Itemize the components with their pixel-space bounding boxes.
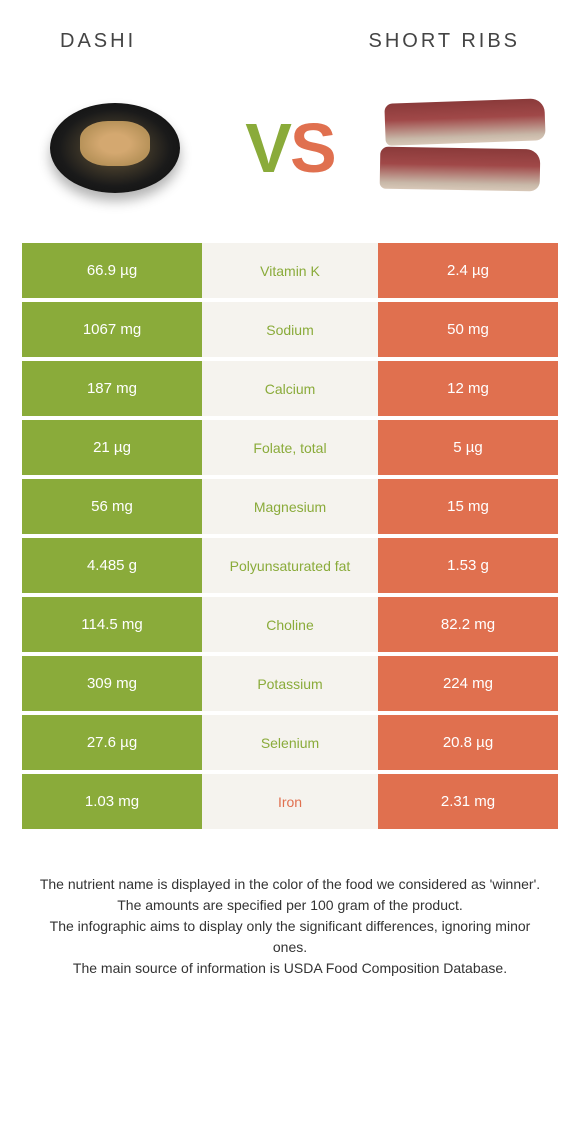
vs-s-letter: S: [290, 108, 335, 188]
left-value-cell: 56 mg: [22, 479, 202, 534]
nutrient-label-cell: Sodium: [202, 302, 378, 357]
comparison-images-row: VS: [0, 63, 580, 243]
right-value-cell: 224 mg: [378, 656, 558, 711]
nutrient-label-cell: Calcium: [202, 361, 378, 416]
table-row: 114.5 mgCholine82.2 mg: [22, 597, 558, 652]
short-ribs-icon: [380, 93, 550, 203]
nutrient-label-cell: Potassium: [202, 656, 378, 711]
dashi-bowl-icon: [50, 103, 180, 193]
table-row: 1.03 mgIron2.31 mg: [22, 774, 558, 829]
table-row: 66.9 µgVitamin K2.4 µg: [22, 243, 558, 298]
left-food-title: DASHI: [60, 30, 136, 53]
right-value-cell: 82.2 mg: [378, 597, 558, 652]
footnote-line: The nutrient name is displayed in the co…: [35, 874, 545, 895]
left-food-image: [30, 83, 200, 213]
left-value-cell: 21 µg: [22, 420, 202, 475]
footnotes-block: The nutrient name is displayed in the co…: [0, 829, 580, 979]
footnote-line: The main source of information is USDA F…: [35, 958, 545, 979]
table-row: 21 µgFolate, total5 µg: [22, 420, 558, 475]
nutrient-label-cell: Iron: [202, 774, 378, 829]
nutrient-label-cell: Selenium: [202, 715, 378, 770]
footnote-line: The amounts are specified per 100 gram o…: [35, 895, 545, 916]
left-value-cell: 114.5 mg: [22, 597, 202, 652]
left-value-cell: 27.6 µg: [22, 715, 202, 770]
nutrient-label-cell: Folate, total: [202, 420, 378, 475]
right-value-cell: 5 µg: [378, 420, 558, 475]
nutrient-comparison-table: 66.9 µgVitamin K2.4 µg1067 mgSodium50 mg…: [0, 243, 580, 829]
left-value-cell: 309 mg: [22, 656, 202, 711]
left-value-cell: 1.03 mg: [22, 774, 202, 829]
left-value-cell: 66.9 µg: [22, 243, 202, 298]
right-value-cell: 2.4 µg: [378, 243, 558, 298]
table-row: 4.485 gPolyunsaturated fat1.53 g: [22, 538, 558, 593]
right-value-cell: 2.31 mg: [378, 774, 558, 829]
nutrient-label-cell: Polyunsaturated fat: [202, 538, 378, 593]
vs-v-letter: V: [245, 108, 290, 188]
right-value-cell: 1.53 g: [378, 538, 558, 593]
right-food-image: [380, 83, 550, 213]
comparison-header: DASHI SHORT RIBS: [0, 0, 580, 63]
right-value-cell: 12 mg: [378, 361, 558, 416]
left-value-cell: 1067 mg: [22, 302, 202, 357]
right-value-cell: 15 mg: [378, 479, 558, 534]
left-value-cell: 4.485 g: [22, 538, 202, 593]
left-value-cell: 187 mg: [22, 361, 202, 416]
vs-label: VS: [245, 108, 334, 188]
footnote-line: The infographic aims to display only the…: [35, 916, 545, 958]
nutrient-label-cell: Magnesium: [202, 479, 378, 534]
nutrient-label-cell: Choline: [202, 597, 378, 652]
table-row: 56 mgMagnesium15 mg: [22, 479, 558, 534]
table-row: 187 mgCalcium12 mg: [22, 361, 558, 416]
table-row: 1067 mgSodium50 mg: [22, 302, 558, 357]
table-row: 27.6 µgSelenium20.8 µg: [22, 715, 558, 770]
table-row: 309 mgPotassium224 mg: [22, 656, 558, 711]
nutrient-label-cell: Vitamin K: [202, 243, 378, 298]
right-food-title: SHORT RIBS: [368, 30, 520, 53]
right-value-cell: 50 mg: [378, 302, 558, 357]
right-value-cell: 20.8 µg: [378, 715, 558, 770]
